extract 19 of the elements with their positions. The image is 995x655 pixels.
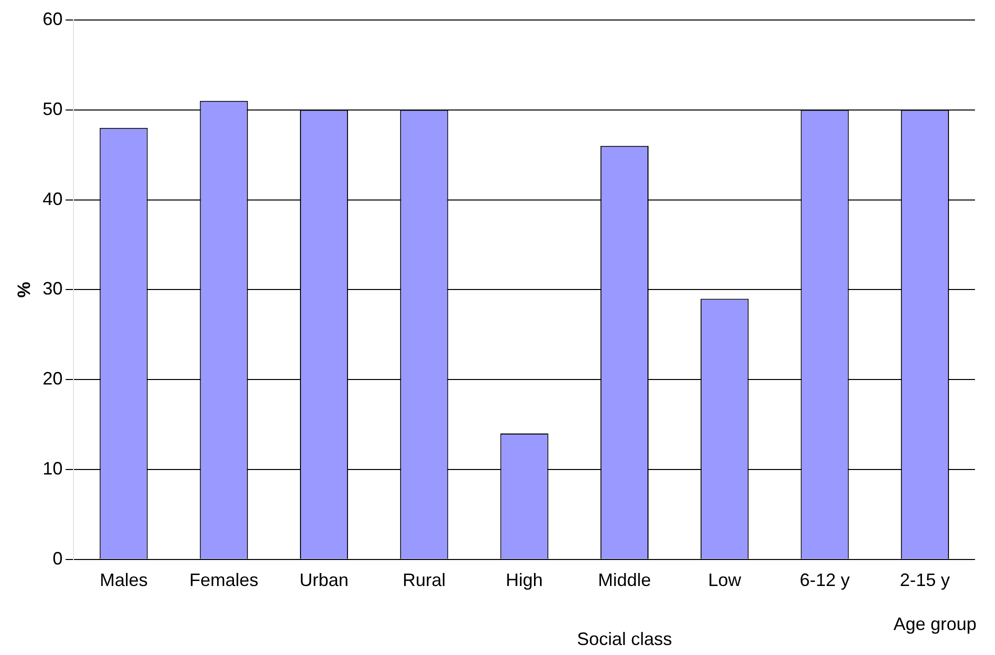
y-axis-title: % [14, 282, 34, 298]
x-tick-label: Low [708, 570, 742, 590]
x-tick-label: Middle [598, 570, 651, 590]
x-tick-label: Urban [299, 570, 349, 590]
x-tick-label: 6-12 y [800, 570, 850, 590]
x-tick-label: High [506, 570, 543, 590]
y-tick-label: 40 [42, 188, 63, 209]
y-tick-label: 60 [42, 8, 63, 29]
y-tick-label: 30 [42, 278, 63, 299]
y-tick-label: 0 [52, 548, 63, 568]
y-tick-label: 20 [42, 368, 63, 389]
x-tick-label: Males [100, 570, 148, 590]
x-tick-label: Rural [402, 570, 446, 590]
text: Social class [576, 629, 672, 649]
y-tick-label: 10 [42, 458, 63, 478]
x-tick-label: Females [189, 570, 258, 590]
y-tick-label: 50 [42, 98, 63, 119]
text: Age group [893, 614, 977, 634]
x-tick-label: 2-15 y [900, 570, 950, 590]
